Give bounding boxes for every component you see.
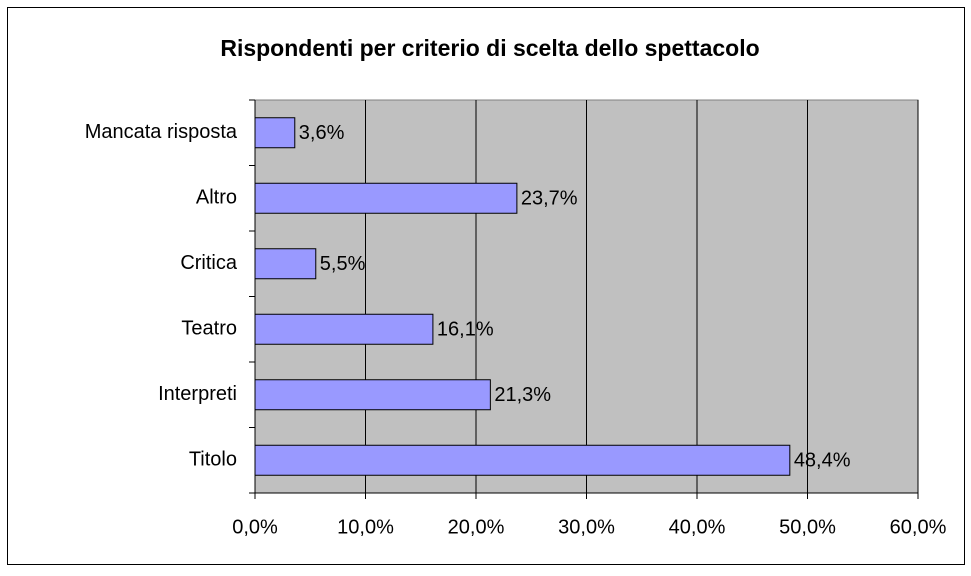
x-tick-label: 20,0% [448,516,505,538]
y-tick-label: Interpreti [158,383,237,405]
bar [254,248,317,280]
data-label: 3,6% [299,122,345,144]
bar [254,117,296,149]
data-label: 5,5% [320,253,366,275]
data-label: 23,7% [521,188,578,210]
bar [254,444,791,476]
data-label: 16,1% [437,319,494,341]
bar [254,379,491,411]
x-tick-label: 0,0% [232,516,278,538]
bar [254,182,518,214]
data-label: 48,4% [794,450,851,472]
y-tick-label: Altro [196,187,237,209]
x-tick-label: 50,0% [779,516,836,538]
y-tick-label: Mancata risposta [85,121,238,143]
x-tick-label: 60,0% [890,516,947,538]
y-tick-label: Critica [180,252,238,274]
bar [254,313,434,345]
x-tick-label: 40,0% [669,516,726,538]
x-tick-label: 10,0% [337,516,394,538]
y-tick-label: Teatro [181,318,237,340]
chart-title: Rispondenti per criterio di scelta dello… [220,35,759,61]
x-tick-label: 30,0% [558,516,615,538]
y-tick-label: Titolo [189,449,237,471]
data-label: 21,3% [494,384,551,406]
